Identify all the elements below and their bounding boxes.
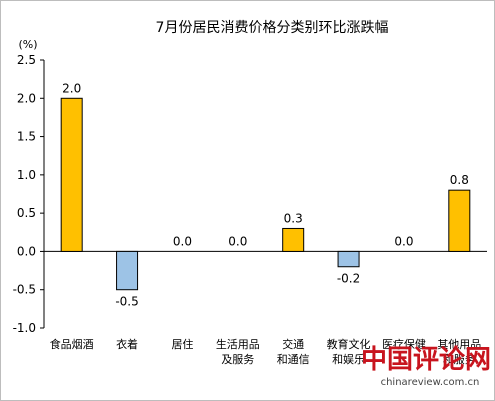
- watermark-logo: 中国评论网 chinareview.com.cn: [361, 345, 491, 388]
- data-label: 0.0: [228, 234, 247, 248]
- data-label: 0.3: [284, 211, 303, 225]
- x-tick-label: 医疗保健: [382, 337, 426, 351]
- bar-layer: [60, 97, 471, 291]
- x-tick-label: 和服务: [443, 353, 476, 366]
- data-label: -0.5: [115, 295, 138, 309]
- y-tick-label: 0.5: [17, 206, 36, 220]
- watermark-text: 中国评论网: [361, 345, 491, 375]
- data-label: 0.0: [394, 234, 413, 248]
- y-tick-label: 2.0: [17, 91, 36, 105]
- x-tick-label: 及服务: [221, 353, 254, 366]
- watermark-url: chinareview.com.cn: [381, 377, 480, 388]
- x-tick-label: 和娱乐: [332, 352, 365, 366]
- data-label: -0.2: [337, 272, 360, 286]
- y-tick-label: -1.0: [13, 321, 36, 335]
- y-tick-label: 2.5: [17, 53, 36, 67]
- y-tick-label: 0.0: [17, 244, 36, 258]
- bar: [337, 250, 360, 268]
- x-tick-label: 交通: [282, 337, 304, 351]
- x-tick-label: 生活用品: [216, 337, 260, 351]
- axis-layer: 2.5 2.0 1.5 1.0 0.5 0.0 -0.5 -1.0: [13, 53, 487, 335]
- bar: [282, 227, 305, 252]
- bar: [116, 250, 139, 291]
- chart-title: 7月份居民消费价格分类别环比涨跌幅: [156, 20, 389, 36]
- y-unit-label: (%): [18, 38, 37, 51]
- x-tick-label: 食品烟酒: [50, 337, 94, 351]
- y-tick-label: 1.5: [17, 130, 36, 144]
- data-label: 0.8: [450, 173, 469, 187]
- bar: [448, 189, 471, 252]
- x-tick-label: 其他用品: [437, 338, 481, 351]
- y-tick-label: 1.0: [17, 168, 36, 182]
- x-tick-label: 居住: [171, 337, 193, 351]
- y-tick-label: -0.5: [13, 283, 36, 297]
- data-label: 0.0: [173, 234, 192, 248]
- data-label: 2.0: [62, 81, 81, 95]
- x-tick-label: 衣着: [116, 337, 138, 351]
- bar: [60, 97, 83, 252]
- x-tick-label: 教育文化: [327, 337, 371, 351]
- x-tick-label: 和通信: [277, 353, 310, 366]
